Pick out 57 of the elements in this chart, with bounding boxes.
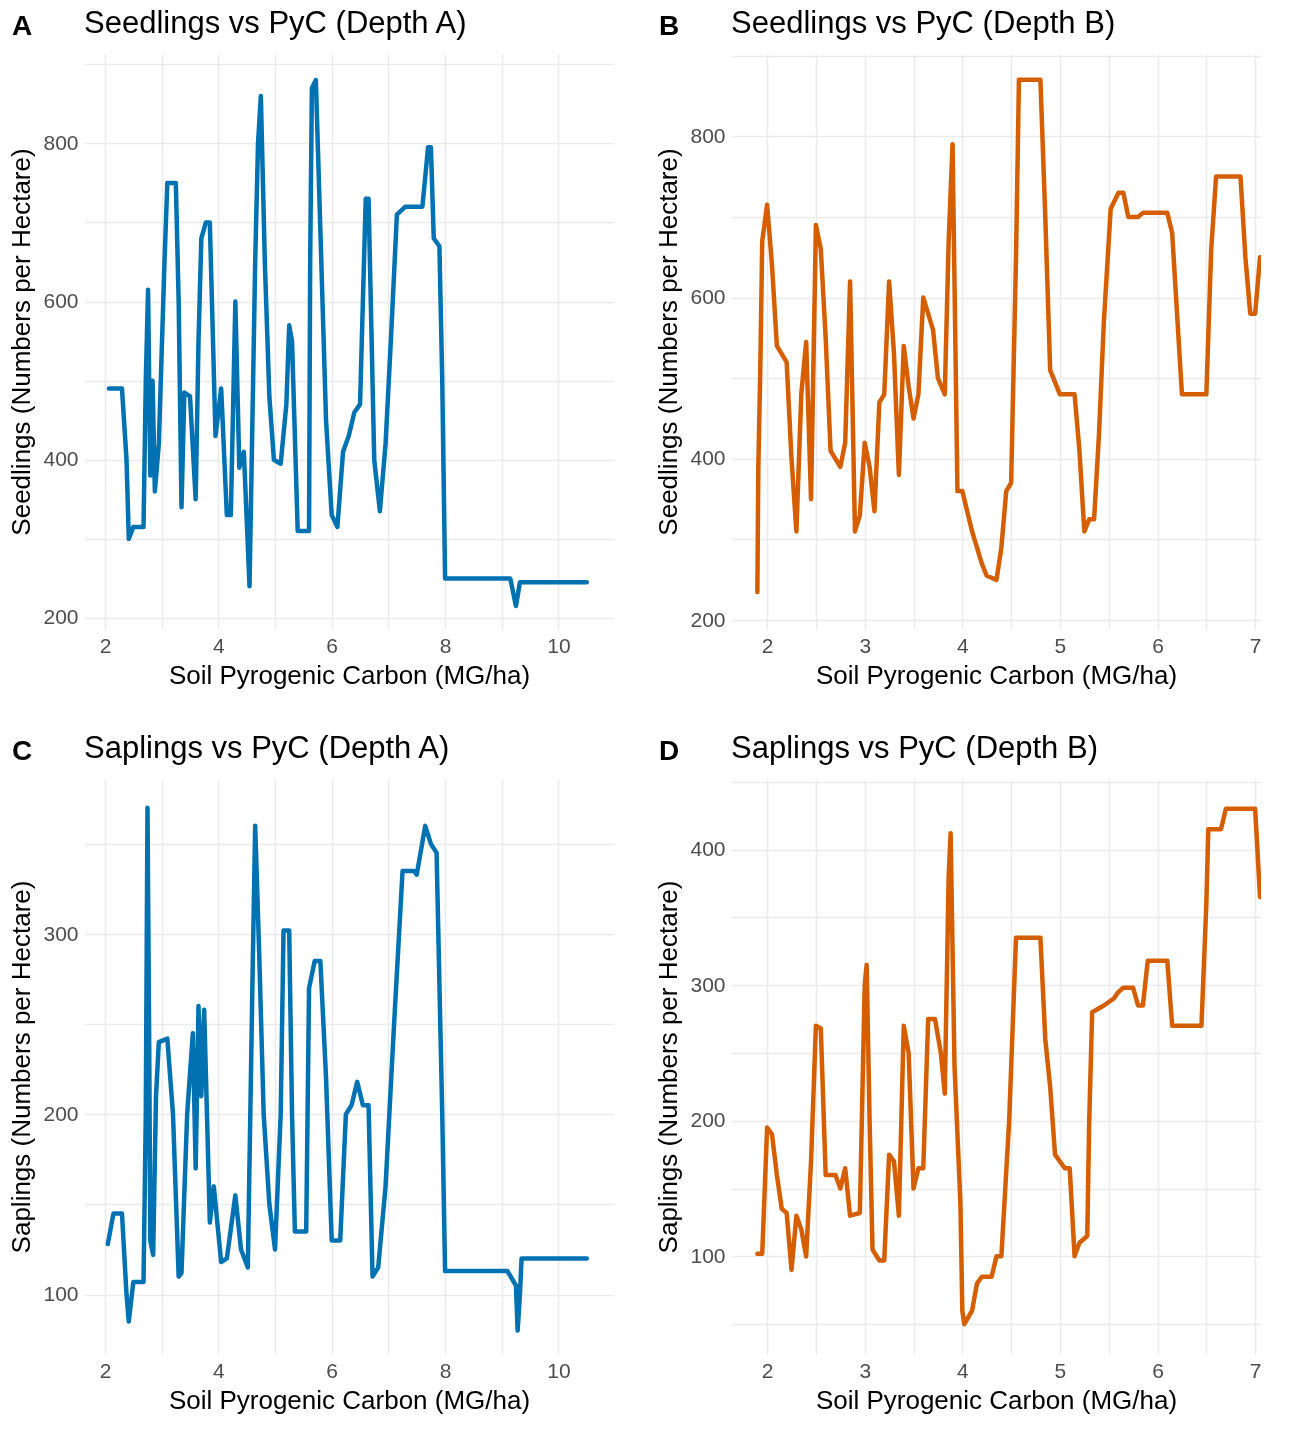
y-axis-title: Saplings (Numbers per Hectare) xyxy=(6,880,37,1254)
y-tick-label: 600 xyxy=(43,289,79,313)
chart-title: Saplings vs PyC (Depth A) xyxy=(84,730,450,765)
y-tick-label: 200 xyxy=(690,607,726,631)
x-tick-label: 6 xyxy=(1152,1358,1164,1382)
y-tick-label: 600 xyxy=(690,285,726,309)
y-tick-label: 100 xyxy=(690,1243,726,1267)
x-tick-label: 5 xyxy=(1054,633,1067,657)
x-axis-title: Soil Pyrogenic Carbon (MG/ha) xyxy=(815,659,1178,690)
x-axis-title: Soil Pyrogenic Carbon (MG/ha) xyxy=(168,1384,531,1415)
y-axis-title: Seedlings (Numbers per Hectare) xyxy=(653,148,684,536)
y-tick-label: 300 xyxy=(43,921,79,945)
x-tick-label: 6 xyxy=(326,633,339,657)
chart-title: Seedlings vs PyC (Depth B) xyxy=(731,5,1116,40)
y-tick-label: 200 xyxy=(690,1108,726,1132)
y-tick-label: 100 xyxy=(43,1282,79,1306)
x-tick-label: 4 xyxy=(213,633,225,657)
line-series xyxy=(105,805,590,1333)
x-tick-label: 6 xyxy=(1152,633,1164,657)
x-axis-title: Soil Pyrogenic Carbon (MG/ha) xyxy=(168,659,531,690)
x-tick-label: 2 xyxy=(99,633,112,657)
x-tick-label: 3 xyxy=(859,1358,872,1382)
x-tick-label: 10 xyxy=(547,633,571,657)
chart-title: Saplings vs PyC (Depth B) xyxy=(731,730,1098,765)
y-tick-label: 300 xyxy=(690,972,726,996)
x-tick-label: 2 xyxy=(761,633,774,657)
x-tick-label: 7 xyxy=(1249,1358,1262,1382)
x-tick-label: 2 xyxy=(99,1358,112,1382)
y-tick-label: 400 xyxy=(690,446,726,470)
x-tick-label: 3 xyxy=(859,633,872,657)
chart-title: Seedlings vs PyC (Depth A) xyxy=(84,5,467,40)
x-tick-label: 4 xyxy=(956,1358,969,1382)
text: A xyxy=(12,10,33,42)
x-axis-title: Soil Pyrogenic Carbon (MG/ha) xyxy=(815,1384,1178,1415)
y-tick-label: 200 xyxy=(43,1101,79,1125)
y-tick-label: 800 xyxy=(43,130,79,154)
y-tick-label: 400 xyxy=(690,837,726,861)
x-tick-label: 4 xyxy=(956,633,969,657)
y-axis-title: Seedlings (Numbers per Hectare) xyxy=(6,148,37,536)
x-tick-label: 6 xyxy=(326,1358,339,1382)
y-tick-label: 800 xyxy=(690,123,726,147)
text: C xyxy=(12,735,33,767)
x-tick-label: 2 xyxy=(761,1358,774,1382)
x-tick-label: 7 xyxy=(1249,633,1262,657)
x-tick-label: 8 xyxy=(439,633,452,657)
y-tick-label: 400 xyxy=(43,447,79,471)
line-series xyxy=(106,77,590,609)
text: D xyxy=(659,735,680,767)
y-axis-title: Saplings (Numbers per Hectare) xyxy=(653,880,684,1254)
x-tick-label: 10 xyxy=(547,1358,571,1382)
x-tick-label: 4 xyxy=(213,1358,225,1382)
line-series xyxy=(755,77,1261,595)
y-tick-label: 200 xyxy=(43,605,79,629)
line-series xyxy=(755,806,1261,1327)
x-tick-label: 8 xyxy=(439,1358,452,1382)
x-tick-label: 5 xyxy=(1054,1358,1067,1382)
text: B xyxy=(659,10,680,42)
